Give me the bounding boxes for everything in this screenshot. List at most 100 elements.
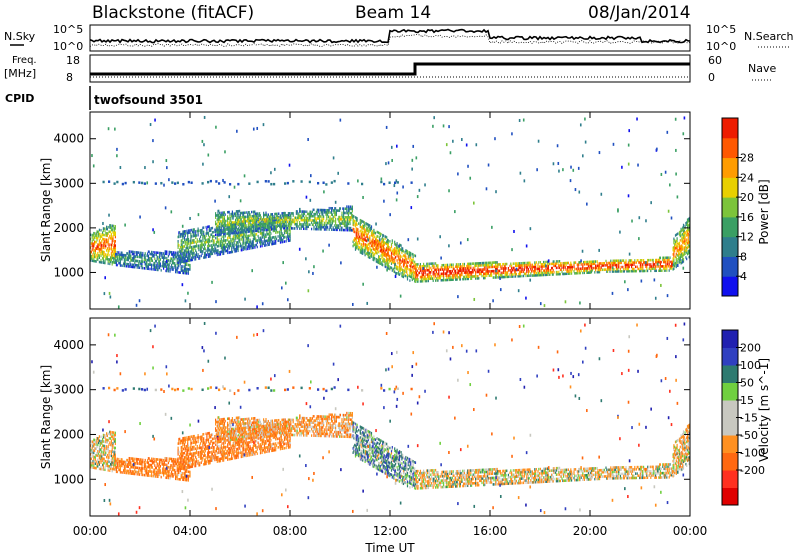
- power-echo-cell: [346, 205, 347, 208]
- power-echo-cell: [232, 251, 233, 254]
- power-echo-cell: [362, 283, 364, 286]
- power-echo-cell: [339, 216, 340, 219]
- power-echo-cell: [359, 246, 360, 249]
- power-echo-cell: [323, 190, 325, 193]
- power-echo-cell: [169, 266, 170, 269]
- power-echo-cell: [329, 216, 330, 219]
- power-echo-cell: [516, 268, 518, 271]
- power-echo-cell: [580, 259, 582, 262]
- power-echo-cell: [409, 279, 410, 282]
- power-echo-cell: [212, 227, 213, 230]
- power-echo-cell: [394, 241, 395, 244]
- power-echo-cell: [401, 244, 402, 247]
- power-echo-cell: [311, 228, 312, 231]
- power-echo-cell: [454, 210, 456, 213]
- power-echo-cell: [100, 229, 101, 232]
- power-echo-cell: [238, 245, 239, 248]
- power-echo-cell: [641, 280, 643, 283]
- power-echo-cell: [410, 252, 411, 255]
- power-echo-cell: [235, 219, 236, 222]
- power-echo-cell: [686, 258, 687, 261]
- power-echo-cell: [263, 232, 264, 235]
- power-echo-cell: [276, 238, 277, 241]
- power-echo-cell: [395, 256, 396, 259]
- power-echo-cell: [537, 263, 538, 266]
- power-echo-cell: [109, 248, 110, 251]
- power-echo-cell: [424, 183, 426, 186]
- power-echo-cell: [259, 219, 260, 222]
- power-echo-cell: [481, 275, 482, 278]
- power-echo-cell: [371, 249, 372, 252]
- power-echo-cell: [286, 238, 287, 241]
- power-echo-cell: [137, 260, 138, 263]
- power-echo-cell: [285, 225, 286, 228]
- power-echo-cell: [275, 228, 276, 231]
- power-echo-cell: [188, 249, 189, 252]
- power-echo-cell: [394, 247, 395, 250]
- power-echo-cell: [521, 275, 522, 278]
- power-echo-cell: [319, 213, 320, 216]
- power-echo-cell: [278, 235, 279, 238]
- power-echo-cell: [304, 217, 305, 220]
- power-echo-cell: [188, 257, 189, 260]
- power-echo-cell: [481, 264, 482, 267]
- power-echo-cell: [160, 263, 161, 266]
- power-echo-cell: [112, 244, 113, 247]
- power-echo-cell: [530, 272, 531, 275]
- nsky-label: N.Sky: [4, 30, 36, 43]
- power-echo-cell: [462, 263, 463, 266]
- power-echo-cell: [557, 144, 559, 147]
- beam-title: Beam 14: [355, 3, 431, 23]
- power-echo-cell: [358, 222, 359, 225]
- power-echo-cell: [369, 246, 370, 249]
- power-echo-cell: [425, 273, 426, 276]
- power-echo-cell: [493, 270, 494, 273]
- power-echo-cell: [117, 251, 118, 254]
- power-echo-cell: [309, 223, 310, 226]
- power-echo-cell: [244, 298, 246, 301]
- power-echo-cell: [225, 228, 226, 231]
- power-echo-cell: [683, 258, 684, 261]
- power-echo-cell: [488, 164, 490, 167]
- power-echo-cell: [397, 266, 398, 269]
- power-echo-cell: [234, 239, 235, 242]
- power-echo-cell: [348, 205, 349, 208]
- power-echo-cell: [556, 267, 557, 270]
- power-echo-cell: [569, 272, 570, 275]
- power-echo-cell: [461, 272, 462, 275]
- power-echo-cell: [341, 212, 342, 215]
- power-echo-cell: [214, 239, 215, 242]
- power-echo-cell: [397, 262, 398, 265]
- power-echo-cell: [211, 240, 212, 243]
- power-echo-cell: [389, 255, 390, 258]
- power-echo-cell: [575, 261, 576, 264]
- power-echo-cell: [413, 253, 414, 256]
- power-echo-cell: [594, 271, 595, 274]
- power-echo-cell: [153, 254, 155, 257]
- power-echo-cell: [157, 252, 158, 255]
- power-echo-cell: [516, 273, 517, 276]
- power-echo-cell: [139, 266, 140, 269]
- power-echo-cell: [265, 224, 266, 227]
- power-echo-cell: [543, 274, 544, 277]
- power-echo-cell: [548, 265, 549, 268]
- power-echo-cell: [99, 233, 100, 236]
- power-echo-cell: [261, 238, 262, 241]
- power-echo-cell: [384, 248, 385, 251]
- power-echo-cell: [580, 272, 581, 275]
- power-echo-cell: [305, 210, 306, 213]
- power-echo-cell: [539, 265, 540, 268]
- power-echo-cell: [453, 263, 454, 266]
- power-echo-cell: [109, 235, 110, 238]
- power-echo-cell: [386, 236, 387, 239]
- power-echo-cell: [306, 210, 307, 213]
- power-echo-cell: [463, 267, 464, 270]
- power-echo-cell: [142, 267, 143, 270]
- power-echo-cell: [676, 257, 677, 260]
- power-echo-cell: [227, 247, 228, 250]
- power-echo-cell: [384, 258, 385, 261]
- power-echo-cell: [636, 270, 637, 273]
- power-echo-cell: [280, 214, 281, 217]
- power-echo-cell: [184, 245, 185, 248]
- power-echo-cell: [305, 257, 307, 260]
